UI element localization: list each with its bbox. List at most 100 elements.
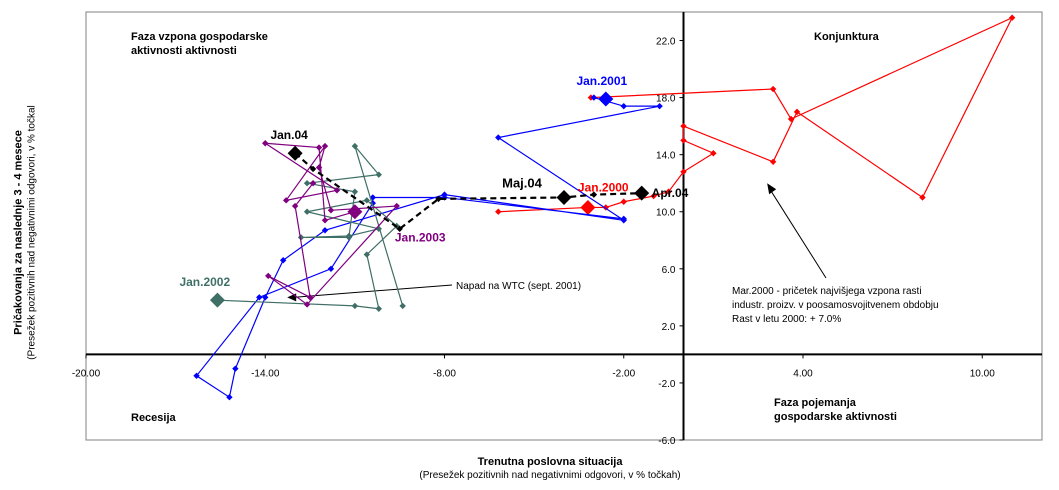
series-point (333, 187, 341, 194)
series-point (396, 225, 403, 233)
point-label: Jan.04 (270, 128, 308, 142)
highlight-point (556, 189, 572, 205)
y-axis-title-main: Pričakovanja za naslednje 3 - 4 mesece (12, 130, 25, 335)
series-point (309, 180, 317, 187)
x-tick-label: -8.00 (433, 368, 456, 379)
series-point (590, 191, 598, 198)
quadrant-label-top-right: Konjunktura (814, 31, 879, 43)
series-point (710, 150, 717, 157)
series-point (399, 302, 406, 310)
series-point (495, 208, 502, 215)
series-point (769, 85, 777, 93)
point-label: Jan.2002 (179, 275, 230, 289)
series-point (1008, 14, 1016, 21)
highlight-point (580, 199, 596, 215)
series-point (375, 305, 382, 312)
highlight-point (634, 185, 650, 201)
highlight-point (209, 292, 225, 308)
series-point (309, 165, 317, 173)
series-point (363, 197, 371, 204)
series-point (226, 394, 233, 401)
y-axis-title-sub: (Presežek pozitivnih nad negativnimi odg… (26, 105, 38, 360)
series-point (650, 192, 657, 200)
series-point (327, 207, 335, 214)
series-point (680, 137, 687, 144)
series-point (351, 188, 359, 195)
annotation-arrowhead-mar2000 (767, 183, 777, 195)
series-point (602, 204, 610, 211)
point-label: Maj.04 (502, 175, 543, 190)
x-tick-label: -20.00 (72, 368, 101, 379)
highlight-point (347, 204, 363, 220)
series-point (345, 234, 353, 241)
series-point (327, 265, 335, 272)
annotation-arrow-wtc (293, 284, 453, 298)
series-point (282, 197, 290, 204)
y-tick-label: 22.0 (656, 37, 676, 48)
series-point (495, 134, 502, 141)
series-point (321, 142, 329, 150)
annotation-mar2000: Mar.2000 - pričetek najvišjega vzpona ra… (732, 286, 939, 325)
series-point (291, 202, 299, 210)
series-point (680, 122, 687, 130)
series-point (262, 140, 269, 147)
series-point (769, 158, 777, 165)
highlight-point (287, 145, 303, 161)
y-tick-label: 14.0 (656, 151, 676, 162)
series-point (787, 115, 795, 123)
series-point (620, 215, 627, 223)
y-tick-label: 6.0 (662, 265, 676, 276)
point-label: Jan.2000 (578, 180, 629, 194)
series-point (620, 198, 627, 205)
quadrant-label-bottom-right: Faza pojemanja gospodarske aktivnosti (774, 397, 897, 423)
series-point (435, 195, 442, 203)
series-point (193, 372, 200, 379)
point-label: Jan.2001 (576, 74, 627, 88)
series-point (351, 142, 359, 150)
series-point (297, 234, 305, 241)
series-point (363, 251, 371, 258)
x-tick-label: -2.00 (612, 368, 635, 379)
series-point (793, 108, 801, 116)
x-tick-label: -14.00 (251, 368, 280, 379)
series-point (590, 94, 598, 101)
plot-frame (85, 11, 1043, 441)
series-point (262, 294, 269, 301)
point-label: Apr.04 (652, 186, 689, 200)
y-tick-label: -2.0 (658, 379, 676, 390)
series-point (303, 208, 311, 215)
y-axis-title: Pričakovanja za naslednje 3 - 4 mesece (… (13, 43, 38, 423)
series-line-2 (217, 145, 404, 310)
series-point (393, 202, 400, 210)
x-axis-title-main: Trenutna poslovna situacija (477, 456, 623, 468)
quadrant-label-top-left: Faza vzpona gospodarske aktivnosti aktiv… (131, 31, 268, 57)
series-point (256, 294, 263, 301)
x-tick-label: 4.00 (793, 368, 813, 379)
series-point (919, 194, 926, 201)
point-label: Jan.2003 (395, 231, 446, 245)
series-point (351, 302, 359, 310)
series-point (680, 168, 687, 175)
series-point (303, 301, 311, 308)
y-tick-label: 2.0 (662, 322, 676, 333)
quadrant-label-bottom-left: Recesija (131, 412, 176, 424)
series-point (315, 144, 323, 151)
x-axis-title-sub: (Presežek pozitivnih nad negativnimi odg… (419, 470, 681, 481)
series-point (665, 188, 672, 195)
series-point (279, 257, 287, 264)
series-line-0 (498, 16, 1014, 213)
series-point (321, 217, 329, 224)
series-point (656, 102, 663, 110)
highlight-point (598, 91, 614, 107)
series-point (232, 365, 239, 372)
series-point (306, 294, 314, 301)
y-tick-label: 18.0 (656, 94, 676, 105)
annotation-arrow-mar2000 (770, 190, 827, 279)
series-point (265, 272, 272, 280)
x-tick-label: 10.00 (970, 368, 995, 379)
annotation-arrowhead-wtc (287, 293, 297, 302)
series-point (620, 102, 627, 110)
annotation-wtc: Napad na WTC (sept. 2001) (456, 281, 582, 292)
series-point (375, 171, 382, 178)
